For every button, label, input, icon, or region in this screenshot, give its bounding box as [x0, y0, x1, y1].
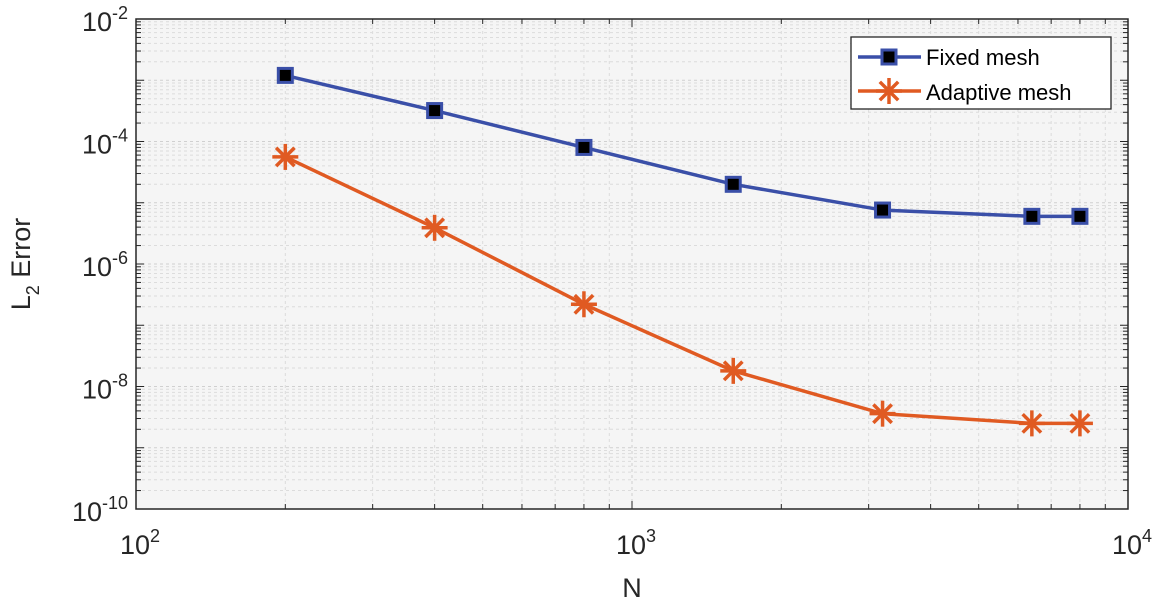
- y-tick-label: 10-2: [82, 3, 128, 37]
- legend-asterisk: [876, 78, 902, 104]
- asterisk-marker-icon: [876, 78, 902, 104]
- y-axis-label: L2 Error: [6, 218, 43, 311]
- data-point-adaptive-mesh: [570, 291, 597, 318]
- legend: Fixed mesh Adaptive mesh: [850, 36, 1112, 110]
- x-tick-label: 102: [120, 526, 160, 560]
- data-point-adaptive-mesh: [1066, 410, 1093, 437]
- square-marker-icon: [880, 48, 898, 66]
- x-tick-label: 103: [616, 526, 656, 560]
- data-point-adaptive-mesh: [272, 143, 299, 170]
- x-axis-label: N: [622, 573, 642, 603]
- y-tick-label: 10-6: [82, 248, 128, 282]
- data-point-fixed-mesh: [575, 138, 593, 156]
- data-point-adaptive-mesh: [720, 357, 747, 384]
- y-tick-label: 10-8: [82, 371, 128, 405]
- ticks: 102 103 104 10-2 10-4 10-6 10-8 10-10: [72, 3, 1152, 560]
- legend-item-adaptive-mesh: Adaptive mesh: [858, 78, 1072, 105]
- data-point-fixed-mesh: [1023, 207, 1041, 225]
- data-point-adaptive-mesh: [1018, 410, 1045, 437]
- data-point-adaptive-mesh: [421, 214, 448, 241]
- data-point-fixed-mesh: [276, 66, 294, 84]
- svg-text:Adaptive mesh: Adaptive mesh: [926, 80, 1072, 105]
- plot-frame: [135, 18, 1129, 510]
- legend-item-fixed-mesh: Fixed mesh: [858, 45, 1040, 70]
- y-tick-label: 10-10: [72, 493, 128, 527]
- data-point-adaptive-mesh: [869, 400, 896, 427]
- data-point-fixed-mesh: [426, 102, 444, 120]
- series-layer: [272, 66, 1093, 437]
- data-point-fixed-mesh: [724, 175, 742, 193]
- data-point-fixed-mesh: [1071, 207, 1089, 225]
- svg-text:L2 Error: L2 Error: [6, 218, 43, 311]
- x-tick-label: 104: [1112, 526, 1152, 560]
- svg-text:Fixed mesh: Fixed mesh: [926, 45, 1040, 70]
- data-point-fixed-mesh: [874, 201, 892, 219]
- y-tick-label: 10-4: [82, 126, 128, 160]
